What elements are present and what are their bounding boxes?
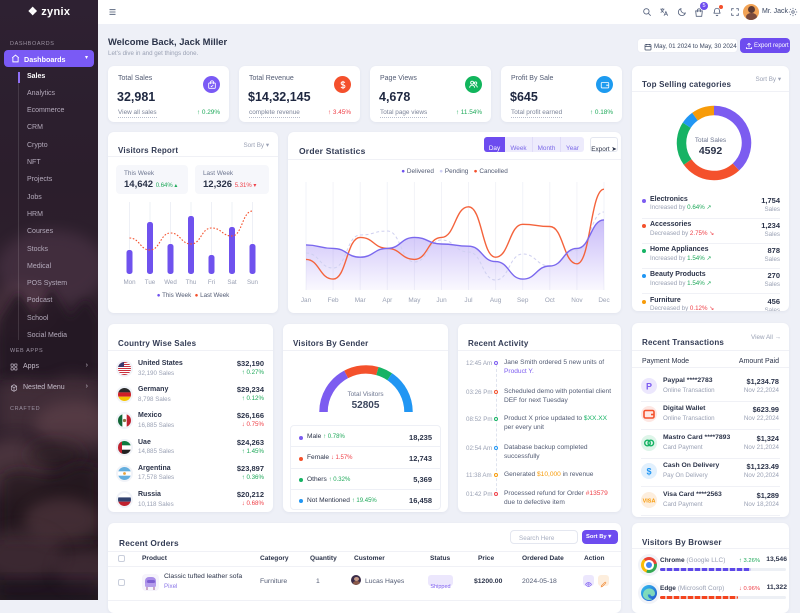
svg-text:Sat: Sat (227, 279, 237, 286)
svg-text:Nov: Nov (571, 297, 583, 304)
svg-text:VISA: VISA (643, 498, 656, 504)
svg-text:Tue: Tue (145, 279, 156, 286)
svg-text:Jun: Jun (436, 297, 447, 304)
svg-text:Mar: Mar (355, 297, 367, 304)
svg-text:Apr: Apr (382, 297, 393, 304)
svg-text:Wed: Wed (164, 279, 177, 286)
svg-text:P: P (646, 382, 652, 392)
svg-text:Fri: Fri (208, 279, 215, 286)
svg-text:Sun: Sun (247, 279, 259, 286)
svg-text:Mon: Mon (123, 279, 136, 286)
svg-text:Jan: Jan (301, 297, 312, 304)
svg-text:Dec: Dec (598, 297, 610, 304)
svg-text:Aug: Aug (490, 297, 502, 304)
svg-text:Feb: Feb (328, 297, 339, 304)
svg-text:Sep: Sep (517, 297, 529, 304)
svg-text:Thu: Thu (186, 279, 197, 286)
svg-text:$: $ (646, 467, 651, 477)
svg-text:Jul: Jul (464, 297, 472, 304)
svg-text:Oct: Oct (545, 297, 555, 304)
svg-text:May: May (408, 297, 421, 304)
